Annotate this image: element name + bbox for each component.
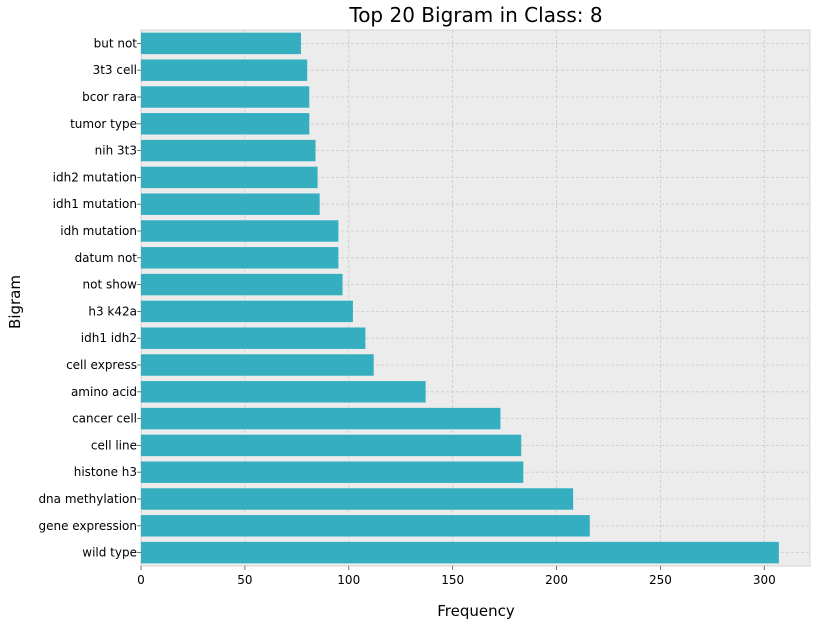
x-tick-label: 250 (649, 573, 672, 587)
x-tick-label: 150 (441, 573, 464, 587)
y-axis-ticks: wild type gene expression dna methylation h… (38, 36, 141, 560)
y-tick-label: h3 k42a (88, 304, 137, 318)
bar (141, 488, 574, 510)
y-tick-label: dna methylation (38, 492, 137, 506)
bar (141, 139, 316, 162)
bar (141, 461, 524, 483)
y-tick-label: 3t3 cell (93, 63, 137, 77)
bar (141, 273, 343, 296)
bar (141, 113, 310, 135)
x-tick-label: 0 (137, 573, 145, 587)
bar (141, 32, 301, 55)
bar (141, 354, 374, 376)
y-tick-label: nih 3t3 (95, 144, 137, 158)
y-tick-label: amino acid (71, 385, 137, 399)
y-tick-label: idh1 mutation (53, 197, 137, 211)
bar (141, 300, 353, 323)
bar (141, 247, 339, 269)
y-tick-label: cell line (91, 438, 137, 452)
y-tick-label: not show (83, 278, 138, 292)
bars (141, 32, 779, 564)
y-tick-label: wild type (82, 546, 137, 560)
plot-area (140, 29, 811, 567)
bar (141, 86, 310, 108)
x-tick-label: 100 (337, 573, 360, 587)
y-tick-label: histone h3 (74, 465, 137, 479)
bar (141, 381, 426, 403)
bar (141, 166, 318, 189)
bar (141, 434, 522, 457)
bar (141, 407, 501, 430)
y-tick-label: cancer cell (72, 412, 137, 426)
y-tick-label: idh2 mutation (53, 170, 137, 184)
bar (141, 515, 590, 537)
x-axis-label: Frequency (437, 602, 515, 620)
bar (141, 59, 308, 81)
y-tick-label: tumor type (70, 117, 137, 131)
y-tick-label: gene expression (38, 519, 137, 533)
x-tick-label: 300 (753, 573, 776, 587)
y-tick-label: datum not (75, 251, 138, 265)
chart-title: Top 20 Bigram in Class: 8 (348, 3, 602, 27)
bar (141, 541, 779, 564)
bar (141, 193, 320, 215)
y-tick-label: but not (94, 36, 138, 50)
y-axis-label: Bigram (6, 275, 24, 329)
x-tick-label: 200 (545, 573, 568, 587)
x-tick-label: 50 (237, 573, 252, 587)
y-tick-label: cell express (66, 358, 137, 372)
x-axis-ticks: 0 50 100 150 200 250 300 (137, 566, 776, 587)
bar (141, 327, 366, 349)
y-tick-label: idh1 idh2 (81, 331, 137, 345)
y-tick-label: bcor rara (82, 90, 137, 104)
bar (141, 220, 339, 242)
y-tick-label: idh mutation (60, 224, 137, 238)
